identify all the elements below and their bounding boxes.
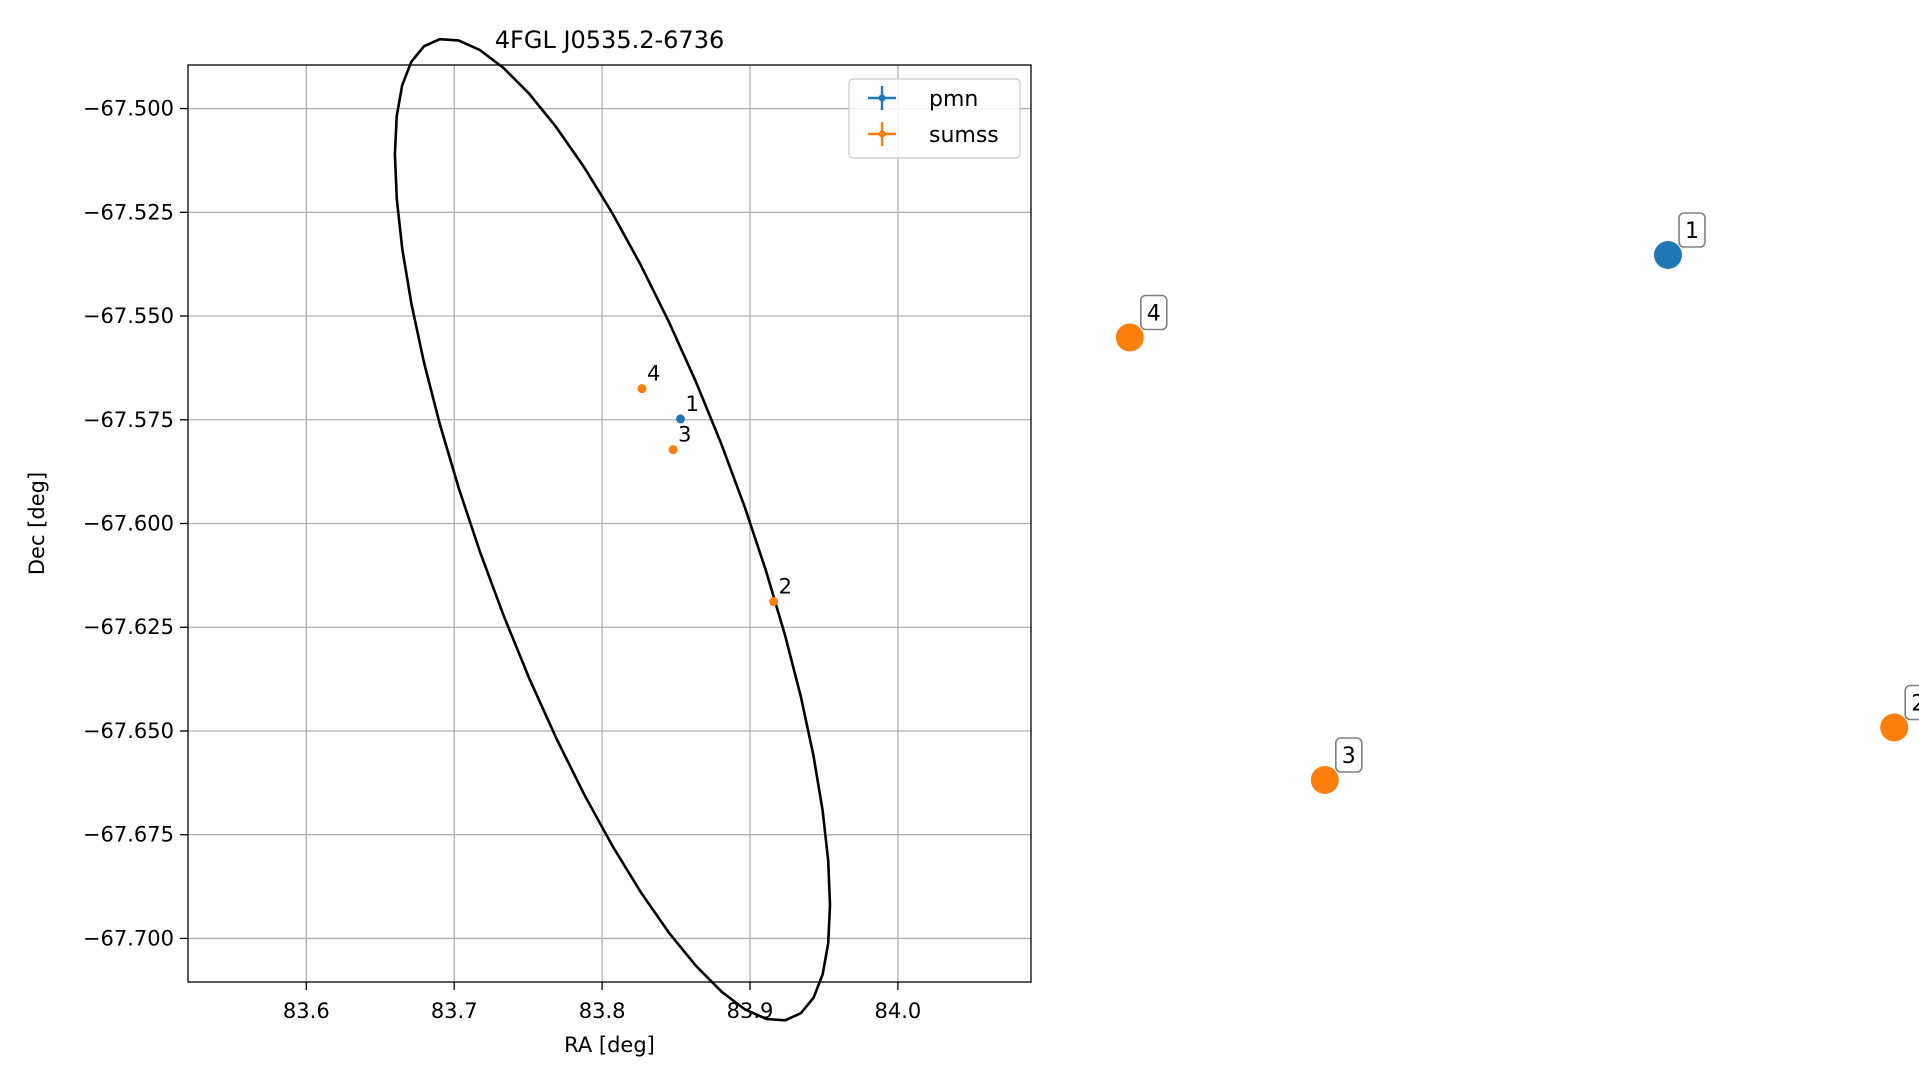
x-tick-label: 83.6 — [283, 999, 330, 1023]
y-tick-label: −67.525 — [83, 200, 174, 224]
x-tick-label: 83.9 — [727, 999, 774, 1023]
legend-marker-sumss-dot — [878, 130, 886, 138]
y-axis-label: Dec [deg] — [25, 472, 49, 575]
label-map-point-sumss-3 — [1310, 766, 1339, 794]
y-tick-label: −67.575 — [83, 408, 174, 432]
point-label-3: 3 — [678, 423, 691, 447]
y-tick-label: −67.650 — [83, 719, 174, 743]
point-label-1: 1 — [685, 392, 698, 416]
point-pmn-1 — [675, 414, 685, 424]
y-tick-label: −67.700 — [83, 926, 174, 950]
label-map-point-sumss-4 — [1115, 323, 1144, 352]
grid-lines — [188, 65, 1031, 982]
label-map-box-3 — [1335, 737, 1363, 773]
label-map-text-3: 3 — [1342, 744, 1356, 769]
point-sumss-4 — [637, 384, 647, 394]
y-tick-label: −67.600 — [83, 512, 174, 536]
y-tick-label: −67.500 — [83, 97, 174, 121]
x-axis-label: RA [deg] — [564, 1033, 655, 1057]
x-tick-label: 83.7 — [431, 999, 478, 1023]
label-map-box-4 — [1140, 294, 1168, 331]
point-label-4: 4 — [647, 362, 660, 386]
label-map-point-pmn-1 — [1654, 241, 1682, 269]
legend-label-pmn: pmn — [929, 87, 978, 112]
legend-marker-pmn-dot — [878, 94, 886, 102]
y-tick-label: −67.625 — [83, 615, 174, 639]
sky-map-chart: 1 2 3 4 83.6 83.7 83.8 83.9 84.0 −67.500 −67.525 −… — [25, 26, 1032, 1057]
y-tick-label: −67.550 — [83, 304, 174, 328]
point-sumss-2 — [769, 597, 779, 607]
label-map-box-2 — [1904, 684, 1919, 721]
localization-ellipse-layer — [393, 37, 832, 1022]
chart-title: 4FGL J0535.2-6736 — [495, 26, 724, 54]
label-map-box-1 — [1678, 212, 1706, 248]
y-tick-label: −67.675 — [83, 823, 174, 847]
point-sumss-3 — [668, 445, 678, 455]
legend: pmn sumss — [848, 78, 1021, 159]
label-map-text-1: 1 — [1685, 219, 1699, 244]
data-points-layer: 1 2 3 4 — [637, 362, 792, 607]
label-map-chart: 1 2 3 4 — [1115, 212, 1919, 794]
legend-label-sumss: sumss — [929, 123, 999, 148]
label-map-text-2: 2 — [1911, 692, 1919, 717]
x-tick-label: 84.0 — [875, 999, 922, 1023]
x-tick-label: 83.8 — [579, 999, 626, 1023]
label-map-point-sumss-2 — [1880, 713, 1909, 742]
localization-ellipse — [393, 37, 832, 1022]
legend-entry-pmn: pmn — [868, 86, 978, 112]
label-map-text-4: 4 — [1147, 302, 1161, 327]
axis-ticks: 83.6 83.7 83.8 83.9 84.0 −67.500 −67.525 −67.55… — [83, 97, 921, 1023]
point-label-2: 2 — [779, 575, 792, 599]
legend-entry-sumss: sumss — [868, 122, 999, 148]
